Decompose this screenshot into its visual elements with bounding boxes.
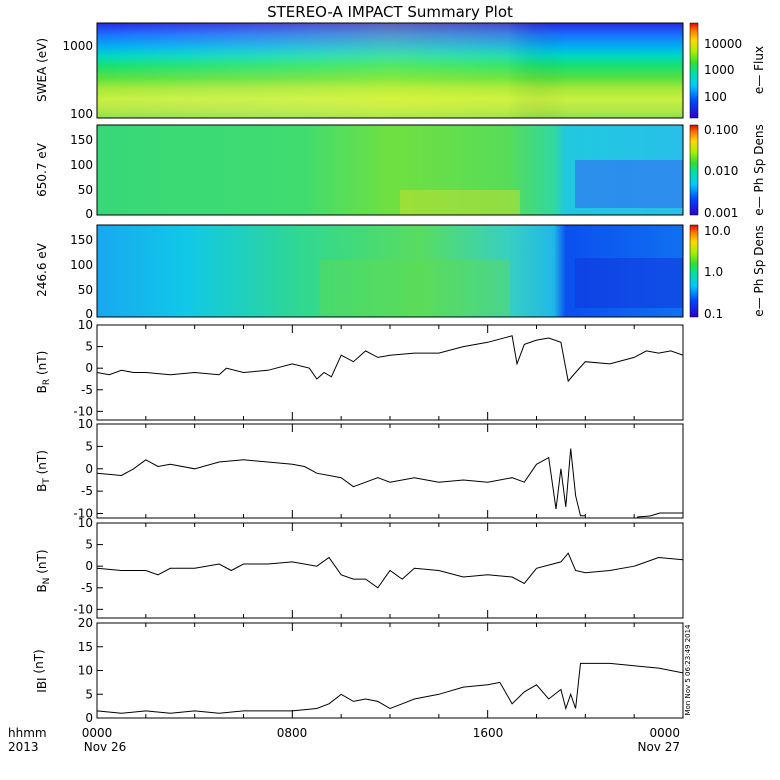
colorbar-650-label: e— Ph Sp Dens xyxy=(752,124,766,215)
pad-246-ytick: 100 xyxy=(70,258,93,272)
y-tick-label: 0 xyxy=(85,559,93,573)
y-tick-label: -10 xyxy=(73,602,93,616)
br-series-line xyxy=(97,335,683,383)
pad-650-yellow-region xyxy=(400,190,520,215)
bt-xticks xyxy=(145,424,635,518)
pad-246-spectrogram xyxy=(96,224,684,318)
colorbar-swea-tick: 1000 xyxy=(704,63,735,77)
pad-650-ylabel: 650.7 eV xyxy=(35,142,49,197)
y-tick-label: 10 xyxy=(78,516,93,530)
swea-ytick-100: 100 xyxy=(70,107,93,121)
y-tick-label: 5 xyxy=(85,439,93,453)
pad-246-ytick: 150 xyxy=(70,233,93,247)
colorbar-650-tick: 0.001 xyxy=(704,206,738,220)
swea-image-overlay xyxy=(97,23,683,118)
bmag-frame xyxy=(96,622,684,719)
y-tick-label: -5 xyxy=(81,581,93,595)
bn-series-line xyxy=(97,552,683,589)
colorbar-650: 0.100 0.010 0.001 e— Ph Sp Dens xyxy=(689,123,766,220)
y-tick-label: -10 xyxy=(73,404,93,418)
y-tick-label: -5 xyxy=(81,484,93,498)
y-tick-label: 0 xyxy=(85,711,93,725)
colorbar-246-tick: 10.0 xyxy=(704,224,731,238)
swea-spectrogram xyxy=(96,22,684,119)
bn-xticks xyxy=(145,523,635,618)
y-tick-label: 10 xyxy=(78,664,93,678)
pad-650-yticks: 150 100 50 0 xyxy=(70,133,93,221)
colorbar-246-tick: 1.0 xyxy=(704,265,723,279)
x-tick-label: 1600 xyxy=(473,726,504,740)
pad-650-ytick: 50 xyxy=(78,183,93,197)
bmag-ylabel: IBI (nT) xyxy=(32,649,49,692)
pad-246-green-region xyxy=(320,260,510,315)
pad-650-ytick: 0 xyxy=(85,207,93,221)
colorbar-246: 10.0 1.0 0.1 e— Ph Sp Dens xyxy=(689,224,766,321)
pad-246-ylabel: 246.6 eV xyxy=(35,242,49,297)
pad-246-ytick: 0 xyxy=(85,307,93,321)
x-corner-label-year: 2013 xyxy=(8,740,39,754)
y-tick-label: 0 xyxy=(85,462,93,476)
colorbar-650-tick: 0.100 xyxy=(704,123,738,137)
x-date-label: Nov 27 xyxy=(637,740,680,754)
y-tick-label: 10 xyxy=(78,417,93,431)
bn-yticks: 10 5 0 -5 -10 xyxy=(73,516,103,616)
colorbar-246-tick: 0.1 xyxy=(704,307,723,321)
y-tick-label: 0 xyxy=(85,361,93,375)
y-tick-label: 20 xyxy=(78,616,93,630)
br-xticks xyxy=(145,325,635,420)
y-tick-label: 5 xyxy=(85,340,93,354)
swea-ylabel: SWEA (eV) xyxy=(35,38,49,102)
colorbar-swea-tick: 10000 xyxy=(704,37,742,51)
colorbar-246-label: e— Ph Sp Dens xyxy=(752,225,766,316)
bn-ylabel: BN (nT) xyxy=(35,549,52,592)
bt-panel: 10 5 0 -5 -10 BT (nT) xyxy=(35,417,684,521)
pad-246-ytick: 50 xyxy=(78,283,93,297)
colorbar-246-gradient xyxy=(689,224,699,318)
side-stamp: Mon Nov 5 06:23:49 2014 xyxy=(684,624,692,716)
pad-650-blue-region xyxy=(575,160,683,208)
chart-title: STEREO-A IMPACT Summary Plot xyxy=(267,3,513,21)
colorbar-swea-label: e— Flux xyxy=(752,46,766,94)
br-ylabel: BR (nT) xyxy=(35,351,52,394)
x-tick-label: 0000 xyxy=(82,726,113,740)
bt-series-tail xyxy=(636,512,683,518)
y-tick-label: 5 xyxy=(85,538,93,552)
br-yticks: 10 5 0 -5 -10 xyxy=(73,318,103,418)
x-corner-label-hhmm: hhmm xyxy=(8,726,47,740)
y-tick-label: 10 xyxy=(78,318,93,332)
colorbar-swea: 10000 1000 100 e— Flux xyxy=(689,22,766,119)
bt-frame xyxy=(96,423,684,519)
pad-246-frame xyxy=(96,224,684,318)
colorbar-swea-tick: 100 xyxy=(704,90,727,104)
x-tick-label: 0000 xyxy=(649,726,680,740)
bmag-xticks xyxy=(145,623,635,718)
bmag-yticks: 20 15 10 5 0 xyxy=(78,616,103,725)
colorbar-swea-gradient xyxy=(689,22,699,119)
pad-650-ytick: 100 xyxy=(70,158,93,172)
pad-650-ytick: 150 xyxy=(70,133,93,147)
x-date-label: Nov 26 xyxy=(84,740,127,754)
bn-panel: 10 5 0 -5 -10 BN (nT) xyxy=(35,516,684,619)
bt-ylabel: BT (nT) xyxy=(35,450,52,492)
pad-650-spectrogram xyxy=(96,124,684,216)
br-frame xyxy=(96,324,684,421)
pad-246-yticks: 150 100 50 0 xyxy=(70,233,93,321)
pad-650-frame xyxy=(96,124,684,216)
swea-ytick-1000: 1000 xyxy=(62,39,93,53)
colorbar-650-tick: 0.010 xyxy=(704,164,738,178)
bmag-panel: 20 15 10 5 0 IBI (nT) xyxy=(32,616,684,725)
y-tick-label: 5 xyxy=(85,687,93,701)
y-tick-label: -10 xyxy=(73,507,93,521)
y-tick-label: -5 xyxy=(81,383,93,397)
bmag-series-line xyxy=(97,662,683,714)
bt-yticks: 10 5 0 -5 -10 xyxy=(73,417,103,521)
bt-series-line xyxy=(97,448,586,517)
colorbar-650-gradient xyxy=(689,124,699,216)
br-panel: 10 5 0 -5 -10 BR (nT) xyxy=(35,318,684,421)
y-tick-label: 15 xyxy=(78,640,93,654)
pad-246-blue-region xyxy=(575,258,683,308)
swea-frame xyxy=(96,22,684,119)
x-tick-label: 0800 xyxy=(277,726,308,740)
